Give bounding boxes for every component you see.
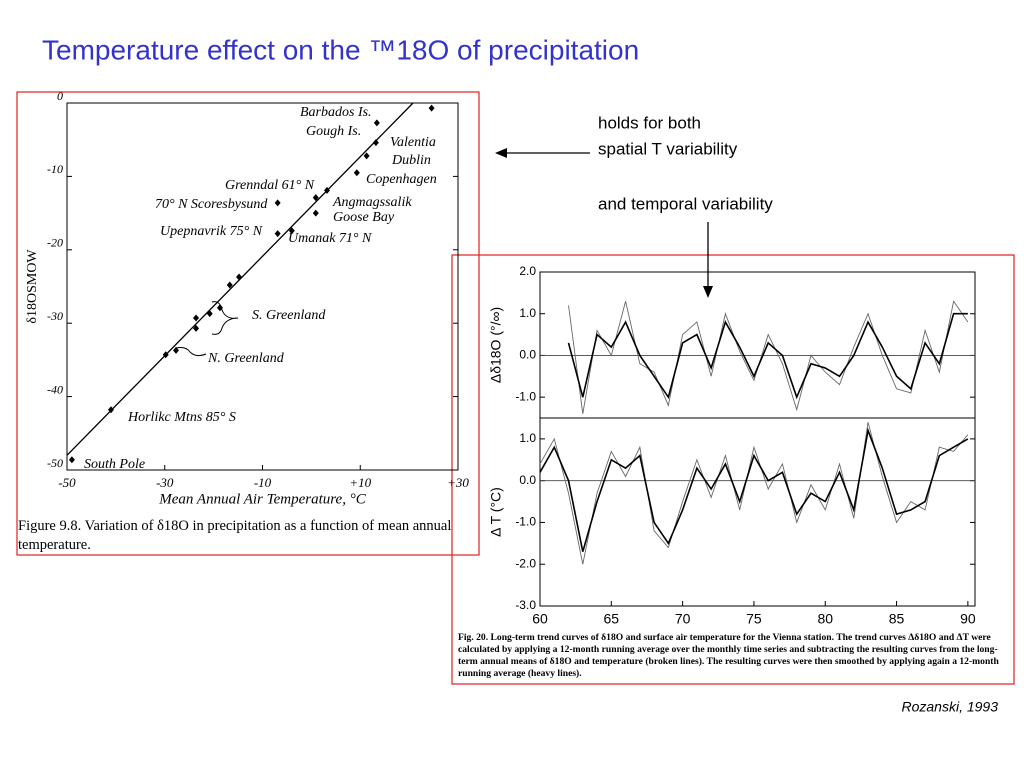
note: and temporal variability: [598, 194, 773, 213]
brace: [211, 301, 239, 335]
data-point: [353, 169, 360, 177]
x-tick-label: -50: [58, 475, 76, 490]
y-tick-label: 2.0: [519, 264, 536, 278]
y-axis-label: Δδ18O (°/∞): [488, 307, 504, 383]
y-tick-label: -30: [47, 309, 63, 323]
data-point: [288, 227, 295, 235]
y-tick-label: -1.0: [515, 389, 536, 403]
site-label: N. Greenland: [207, 351, 285, 366]
x-axis-label: Mean Annual Air Temperature, °C: [158, 491, 366, 507]
note: spatial T variability: [598, 139, 738, 158]
y-tick-label: 0.0: [519, 348, 536, 362]
plot-frame: [539, 417, 976, 607]
y-tick-label: 1.0: [519, 431, 536, 445]
site-label: Gough Is.: [306, 124, 361, 139]
x-tick-label: -30: [156, 475, 174, 490]
site-label: Copenhagen: [366, 172, 437, 187]
data-point: [162, 351, 169, 359]
data-point: [107, 406, 114, 414]
site-label: S. Greenland: [252, 308, 326, 323]
site-label: Umanak 71° N: [288, 231, 372, 246]
site-label: Dublin: [391, 153, 431, 168]
figure-frame: [16, 91, 480, 556]
y-tick-label: -20: [47, 236, 63, 250]
site-label: South Pole: [84, 457, 145, 472]
y-tick-label: -3.0: [515, 598, 536, 612]
trend-curve: [568, 300, 969, 414]
site-label: 70° N Scoresbysund: [155, 197, 268, 212]
site-label: Valentia: [390, 135, 436, 150]
brace: [175, 347, 207, 357]
data-point: [68, 456, 75, 464]
y-tick-label: 0: [57, 89, 63, 103]
x-tick-label: 60: [532, 611, 548, 627]
data-point: [226, 281, 233, 289]
trend-curve: [567, 312, 968, 400]
y-tick-label: -40: [47, 382, 63, 396]
note: holds for both: [598, 113, 701, 132]
x-tick-label: 65: [604, 611, 620, 627]
data-point: [312, 194, 319, 202]
data-point: [363, 152, 370, 160]
trend-curve: [539, 422, 969, 565]
data-point: [372, 139, 379, 147]
x-tick-label: +10: [349, 475, 371, 490]
data-point: [274, 230, 281, 238]
site-label: Goose Bay: [333, 210, 395, 225]
y-tick-label: -10: [47, 162, 63, 176]
data-point: [324, 186, 331, 194]
x-tick-label: 75: [746, 611, 762, 627]
x-tick-label: 80: [817, 611, 833, 627]
site-label: Barbados Is.: [300, 105, 372, 120]
data-point: [274, 199, 281, 207]
x-tick-label: 90: [960, 611, 976, 627]
y-axis-label: Δ T (°C): [488, 487, 504, 537]
x-tick-label: +30: [447, 475, 469, 490]
y-tick-label: -50: [47, 456, 63, 470]
x-tick-label: 70: [675, 611, 691, 627]
x-tick-label: 85: [889, 611, 905, 627]
site-label: Grenndal 61° N: [225, 178, 315, 193]
data-point: [428, 104, 435, 112]
data-point: [193, 314, 200, 322]
data-point: [193, 324, 200, 332]
data-point: [172, 346, 179, 354]
arrow-head: [495, 148, 507, 158]
data-point: [312, 209, 319, 217]
site-label: Angmagssalik: [332, 195, 412, 210]
y-tick-label: 1.0: [519, 306, 536, 320]
site-label: Upepnavrik 75° N: [160, 224, 263, 239]
y-tick-label: 0.0: [519, 473, 536, 487]
trend-curve: [539, 427, 969, 552]
y-tick-label: -1.0: [515, 515, 536, 529]
y-tick-label: -2.0: [515, 556, 536, 570]
data-point: [236, 273, 243, 281]
x-tick-label: -10: [254, 475, 272, 490]
arrow-head: [703, 286, 713, 298]
data-point: [206, 310, 213, 318]
figure-caption: Fig. 20. Long-term trend curves of δ18O …: [458, 632, 999, 679]
citation: Rozanski, 1993: [901, 699, 998, 715]
site-label: Horlikc Mtns 85° S: [127, 410, 236, 425]
data-point: [373, 119, 380, 127]
slide-title: Temperature effect on the ™18O of precip…: [42, 34, 639, 65]
y-axis-label: δ18OSMOW: [25, 249, 40, 324]
figure-caption: Figure 9.8. Variation of δ18O in precipi…: [18, 518, 452, 553]
